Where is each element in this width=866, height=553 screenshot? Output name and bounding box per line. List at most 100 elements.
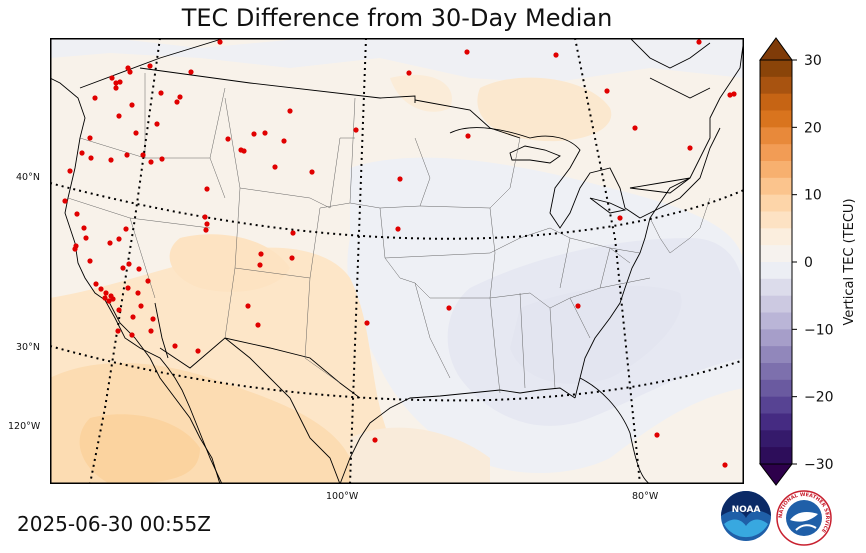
colorbar-tick-label: −30 bbox=[804, 457, 834, 473]
station-marker bbox=[108, 157, 114, 163]
station-marker bbox=[272, 164, 278, 170]
colorbar-band bbox=[760, 110, 792, 128]
colorbar-band bbox=[760, 278, 792, 297]
colorbar-band bbox=[760, 312, 792, 330]
station-marker bbox=[154, 121, 160, 127]
colorbar-extend-high bbox=[759, 37, 793, 61]
colorbar-tick-label: 0 bbox=[804, 255, 813, 271]
colorbar-band bbox=[760, 346, 792, 364]
graticule-40N bbox=[50, 182, 744, 240]
station-marker bbox=[174, 99, 180, 105]
station-marker bbox=[654, 432, 660, 438]
station-marker bbox=[113, 80, 119, 86]
station-marker bbox=[203, 227, 209, 233]
station-marker bbox=[136, 266, 142, 272]
station-marker bbox=[217, 39, 223, 45]
colorbar-band bbox=[760, 228, 792, 246]
station-marker bbox=[140, 152, 146, 158]
station-marker bbox=[262, 130, 268, 136]
station-marker bbox=[124, 152, 130, 158]
state-boundaries bbox=[67, 73, 711, 394]
nws-logo: NATIONAL WEATHER SERVICE bbox=[776, 490, 832, 546]
timestamp: 2025-06-30 00:55Z bbox=[17, 512, 211, 536]
station-marker bbox=[195, 348, 201, 354]
station-marker bbox=[109, 75, 115, 81]
station-marker bbox=[150, 316, 156, 322]
station-marker bbox=[604, 88, 610, 94]
colorbar-band bbox=[760, 262, 792, 280]
coastline-gulf bbox=[339, 387, 576, 484]
map-title: TEC Difference from 30-Day Median bbox=[181, 4, 613, 32]
station-marker bbox=[731, 91, 737, 97]
station-marker bbox=[110, 296, 116, 302]
station-marker bbox=[722, 462, 728, 468]
station-marker bbox=[287, 108, 293, 114]
station-marker bbox=[225, 136, 231, 142]
station-marker bbox=[188, 69, 194, 75]
colorbar-band bbox=[760, 76, 792, 95]
coastline-east bbox=[574, 38, 744, 399]
station-marker bbox=[116, 113, 122, 119]
station-marker bbox=[172, 343, 178, 349]
station-marker bbox=[106, 298, 112, 304]
station-marker bbox=[727, 92, 733, 98]
station-marker bbox=[145, 278, 151, 284]
colorbar-band bbox=[760, 447, 792, 465]
station-marker bbox=[245, 303, 251, 309]
station-marker bbox=[575, 303, 581, 309]
station-marker bbox=[133, 130, 139, 136]
great-lakes bbox=[449, 127, 721, 229]
colorbar-bands bbox=[760, 60, 792, 465]
station-marker bbox=[204, 186, 210, 192]
station-marker bbox=[159, 156, 165, 162]
station-marker bbox=[238, 147, 244, 153]
station-marker bbox=[129, 102, 135, 108]
colorbar-band bbox=[760, 93, 792, 111]
colorbar-tick-label: −10 bbox=[804, 322, 834, 338]
station-marker bbox=[258, 251, 264, 257]
colorbar-band bbox=[760, 430, 792, 448]
station-marker bbox=[125, 65, 131, 71]
station-marker bbox=[129, 332, 135, 338]
colorbar-band bbox=[760, 379, 792, 398]
station-marker bbox=[397, 176, 403, 182]
station-marker bbox=[148, 159, 154, 165]
station-marker bbox=[202, 214, 208, 220]
colorbar-band bbox=[760, 161, 792, 179]
station-marker bbox=[290, 230, 296, 236]
station-marker bbox=[204, 221, 210, 227]
colorbar-extend-low bbox=[758, 463, 794, 486]
lat-label-40n: 40°N bbox=[16, 172, 40, 183]
station-marker bbox=[67, 168, 73, 174]
station-marker bbox=[553, 52, 559, 58]
colorbar-band bbox=[760, 127, 792, 145]
colorbar-label: Vertical TEC (TECU) bbox=[842, 198, 857, 325]
colorbar-band bbox=[760, 396, 792, 414]
station-marker bbox=[148, 328, 154, 334]
station-marker bbox=[81, 225, 87, 231]
colorbar-ticks: 30 20 10 0 −10 −20 −30 bbox=[792, 53, 834, 473]
station-marker bbox=[632, 125, 638, 131]
station-marker bbox=[687, 145, 693, 151]
colorbar-band bbox=[760, 413, 792, 431]
graticule-80W bbox=[574, 38, 641, 484]
colorbar-band bbox=[760, 60, 792, 78]
station-marker bbox=[281, 138, 287, 144]
station-marker bbox=[372, 437, 378, 443]
station-marker bbox=[62, 198, 68, 204]
station-markers bbox=[62, 39, 737, 468]
station-marker bbox=[158, 90, 164, 96]
noaa-logo: NOAA bbox=[721, 491, 771, 541]
station-marker bbox=[120, 265, 126, 271]
station-marker bbox=[147, 63, 153, 69]
graticule-100W bbox=[349, 38, 367, 484]
station-marker bbox=[74, 211, 80, 217]
colorbar: 30 20 10 0 −10 −20 −30 Vertical TEC (TECU) bbox=[758, 37, 857, 486]
station-marker bbox=[116, 307, 122, 313]
station-marker bbox=[255, 322, 261, 328]
station-marker bbox=[93, 281, 99, 287]
colorbar-tick-label: 10 bbox=[804, 188, 822, 204]
colorbar-tick-label: −20 bbox=[804, 390, 834, 406]
graticule-120W bbox=[89, 38, 161, 484]
station-marker bbox=[395, 226, 401, 232]
